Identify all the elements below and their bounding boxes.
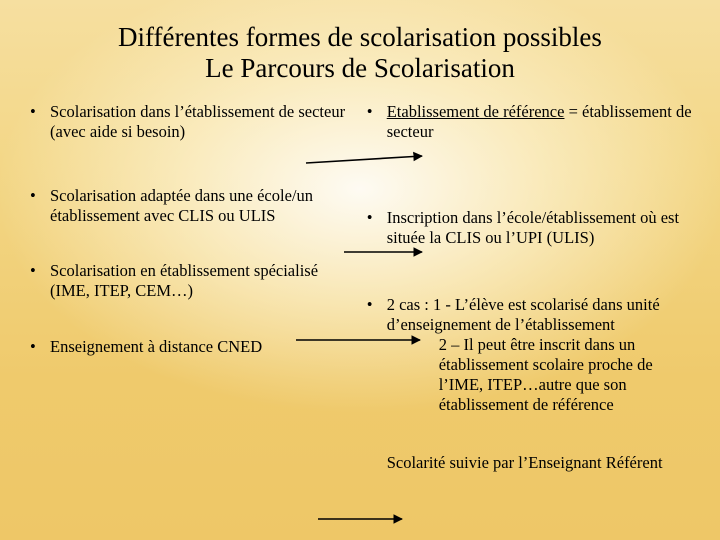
right-bullet-2-text: Inscription dans l’école/établissement o…	[387, 208, 692, 248]
bullet-mark: •	[365, 208, 387, 248]
left-bullet-1: • Scolarisation dans l’établissement de …	[28, 102, 347, 142]
bullet-mark: •	[365, 102, 387, 142]
right-bullet-3-case1: 2 cas : 1 - L’élève est scolarisé dans u…	[387, 295, 660, 334]
bullet-mark: •	[365, 295, 387, 416]
right-bullet-2: • Inscription dans l’école/établissement…	[365, 208, 692, 248]
left-bullet-3-text: Scolarisation en établissement spécialis…	[50, 261, 347, 301]
left-bullet-2-text: Scolarisation adaptée dans une école/un …	[50, 186, 347, 226]
right-bullet-3: • 2 cas : 1 - L’élève est scolarisé dans…	[365, 295, 692, 416]
left-bullet-3: • Scolarisation en établissement spécial…	[28, 261, 347, 301]
right-bullet-1: • Etablissement de référence = établisse…	[365, 102, 692, 142]
bullet-mark: •	[28, 186, 50, 226]
bullet-mark: •	[28, 337, 50, 357]
left-bullet-2: • Scolarisation adaptée dans une école/u…	[28, 186, 347, 226]
right-bullet-1-underline: Etablissement de référence	[387, 102, 565, 121]
left-bullet-4: • Enseignement à distance CNED	[28, 337, 347, 357]
title-line-2: Le Parcours de Scolarisation	[28, 53, 692, 84]
left-bullet-4-text: Enseignement à distance CNED	[50, 337, 347, 357]
left-bullet-1-text: Scolarisation dans l’établissement de se…	[50, 102, 347, 142]
right-bullet-3-case2: 2 – Il peut être inscrit dans un établis…	[439, 335, 692, 416]
bullet-mark: •	[28, 102, 50, 142]
bullet-mark: •	[28, 261, 50, 301]
left-column: • Scolarisation dans l’établissement de …	[28, 102, 347, 473]
right-item-4: Scolarité suivie par l’Enseignant Référe…	[365, 453, 692, 473]
title-line-1: Différentes formes de scolarisation poss…	[28, 22, 692, 53]
right-column: • Etablissement de référence = établisse…	[365, 102, 692, 473]
right-bullet-3-text: 2 cas : 1 - L’élève est scolarisé dans u…	[387, 295, 692, 416]
slide-title: Différentes formes de scolarisation poss…	[28, 22, 692, 84]
right-bullet-1-text: Etablissement de référence = établisseme…	[387, 102, 692, 142]
content-columns: • Scolarisation dans l’établissement de …	[28, 102, 692, 473]
